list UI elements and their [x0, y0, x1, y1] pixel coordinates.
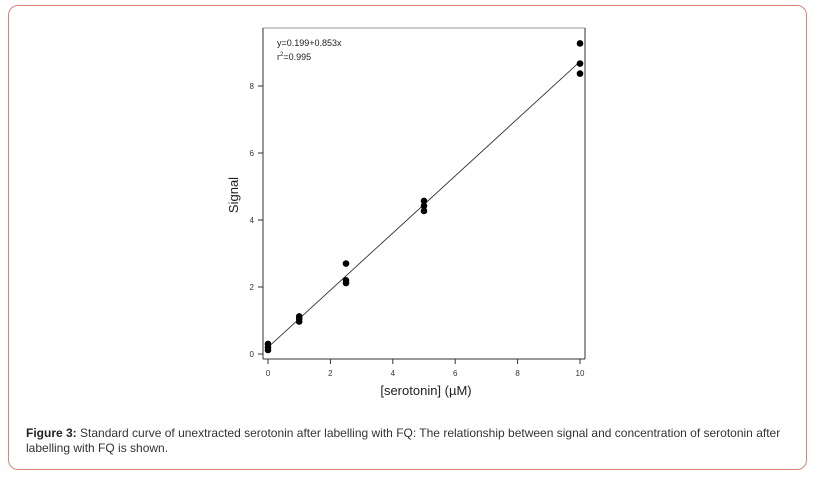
data-point — [420, 197, 428, 205]
data-point — [420, 202, 428, 210]
chart-axes: 0 2 4 6 8 10 0 2 4 6 8 — [250, 27, 586, 378]
y-tick-label: 6 — [250, 149, 255, 158]
x-axis-label: [serotonin] (µM) — [380, 383, 471, 398]
x-tick-label: 4 — [391, 369, 396, 378]
y-tick-label: 2 — [250, 283, 255, 292]
data-point — [576, 60, 584, 67]
figure-caption: Figure 3: Standard curve of unextracted … — [26, 426, 806, 456]
data-points — [264, 40, 584, 354]
x-tick-label: 10 — [576, 369, 585, 378]
x-tick-label: 0 — [266, 369, 271, 378]
data-point — [342, 260, 350, 267]
y-axis-label: Signal — [226, 177, 241, 213]
y-tick-label: 0 — [250, 350, 255, 359]
caption-text: Standard curve of unextracted serotonin … — [26, 426, 781, 455]
data-point — [576, 70, 584, 77]
data-point — [295, 313, 303, 320]
y-tick-label: 8 — [250, 82, 255, 91]
data-point — [576, 40, 584, 47]
data-point — [264, 340, 272, 348]
caption-label: Figure 3: — [26, 426, 77, 440]
r-squared-label: r2=0.995 — [277, 52, 311, 62]
data-point — [342, 277, 350, 284]
x-tick-label: 2 — [328, 369, 333, 378]
y-tick-label: 4 — [250, 216, 255, 225]
equation-label: y=0.199+0.853x — [277, 38, 342, 48]
figure-frame — [8, 5, 807, 470]
data-point — [420, 207, 428, 215]
x-tick-label: 8 — [515, 369, 520, 378]
x-tick-label: 6 — [453, 369, 458, 378]
